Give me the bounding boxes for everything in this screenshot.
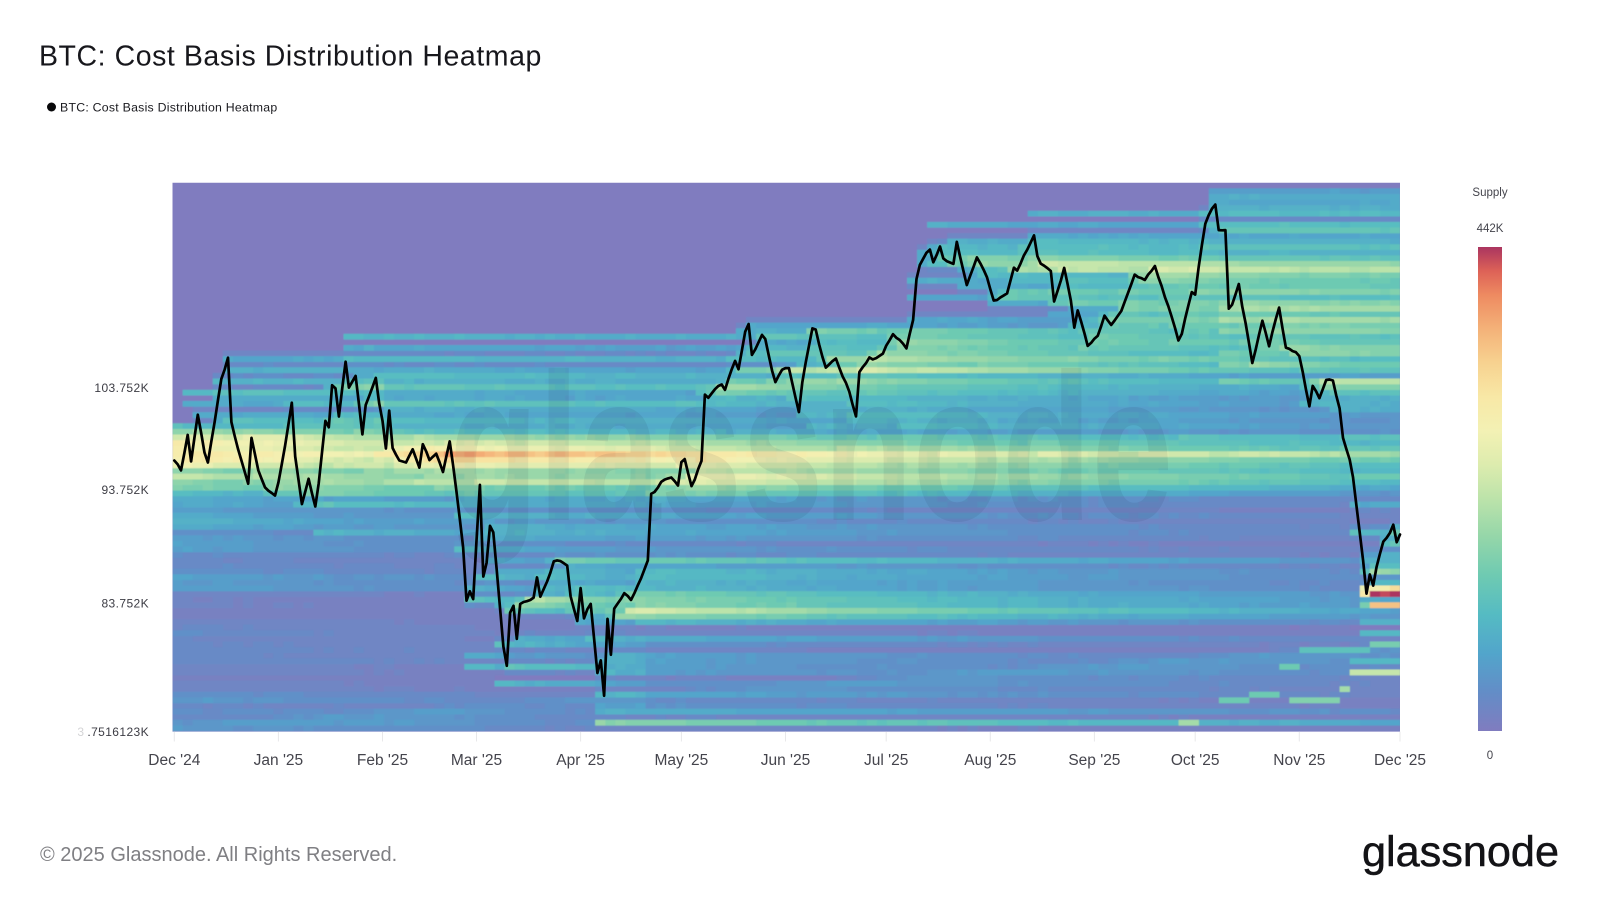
svg-text:103.752K: 103.752K	[94, 381, 149, 395]
svg-text:glassnode: glassnode	[1362, 828, 1559, 876]
svg-text:Jan '25: Jan '25	[254, 752, 304, 769]
svg-text:BTC: Cost Basis Distribution H: BTC: Cost Basis Distribution Heatmap	[60, 101, 277, 115]
svg-text:May '25: May '25	[655, 752, 709, 769]
svg-text:Dec '24: Dec '24	[148, 752, 200, 769]
svg-text:Feb '25: Feb '25	[357, 752, 408, 769]
svg-text:Sep '25: Sep '25	[1068, 752, 1120, 769]
svg-text:Mar '25: Mar '25	[451, 752, 502, 769]
svg-text:Nov '25: Nov '25	[1273, 752, 1325, 769]
svg-text:BTC: Cost Basis Distribution H: BTC: Cost Basis Distribution Heatmap	[39, 41, 542, 73]
svg-text:93.752K: 93.752K	[101, 483, 149, 497]
svg-text:0: 0	[1487, 750, 1493, 762]
svg-text:glassnode: glassnode	[449, 330, 1173, 565]
svg-text:Dec '25: Dec '25	[1374, 752, 1426, 769]
svg-text:Jul '25: Jul '25	[864, 752, 908, 769]
svg-text:© 2025 Glassnode. All Rights R: © 2025 Glassnode. All Rights Reserved.	[40, 844, 397, 866]
svg-text:Jun '25: Jun '25	[761, 752, 811, 769]
svg-text:83.752K: 83.752K	[101, 597, 149, 611]
svg-text:Supply: Supply	[1472, 187, 1507, 199]
svg-text:3: 3	[77, 725, 84, 739]
svg-text:.7516123K: .7516123K	[87, 725, 149, 739]
svg-text:Aug '25: Aug '25	[964, 752, 1016, 769]
svg-text:Apr '25: Apr '25	[556, 752, 605, 769]
svg-text:442K: 442K	[1477, 223, 1504, 235]
svg-text:Oct '25: Oct '25	[1171, 752, 1220, 769]
